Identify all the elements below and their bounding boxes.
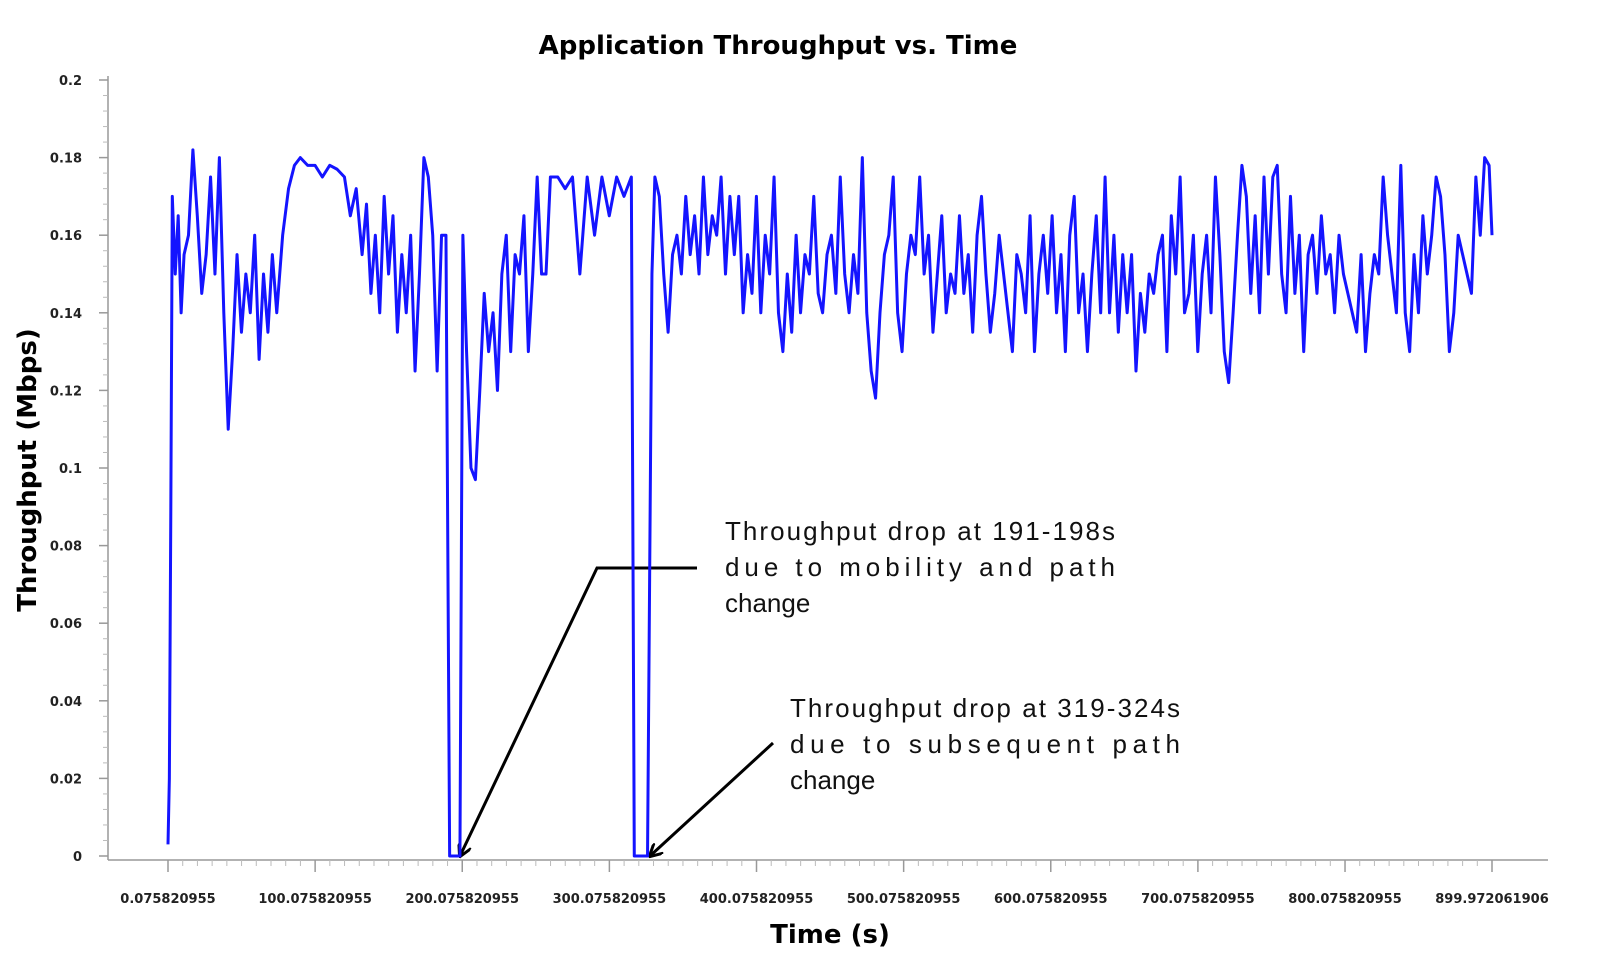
x-tick-label: 500.075820955	[847, 892, 960, 907]
data-line	[166, 148, 1494, 858]
annotation-text: Throughput drop at 319-324s	[790, 693, 1180, 723]
y-tick-label: 0.12	[50, 384, 82, 399]
y-tick-label: 0.08	[50, 540, 82, 555]
annotation-text: change	[725, 588, 810, 618]
x-tick-label: 700.075820955	[1141, 892, 1254, 907]
annotation-text: Throughput drop at 191-198s	[725, 516, 1115, 546]
x-tick-label: 600.075820955	[994, 892, 1107, 907]
plot-area	[166, 148, 1494, 858]
y-tick-label: 0.02	[50, 772, 82, 787]
y-tick-label: 0.18	[50, 152, 82, 167]
x-tick-label: 0.075820955	[120, 892, 215, 907]
y-tick-label: 0	[73, 850, 82, 865]
y-tick-label: 0.04	[50, 695, 82, 710]
x-tick-label: 400.075820955	[700, 892, 813, 907]
chart-title: Application Throughput vs. Time	[539, 31, 1018, 61]
annotation-arrow	[460, 566, 697, 856]
x-tick-label: 800.075820955	[1288, 892, 1401, 907]
annotation-text: due to mobility and path	[725, 552, 1115, 582]
annotation-arrow	[650, 741, 775, 856]
x-tick-label: 100.075820955	[258, 892, 371, 907]
annotation-text: due to subsequent path	[790, 729, 1180, 759]
y-tick-label: 0.2	[59, 74, 82, 89]
y-axis-label: Throughput (Mbps)	[13, 328, 43, 612]
annotation-text: change	[790, 765, 875, 795]
y-tick-label: 0.14	[50, 307, 82, 322]
x-tick-label: 300.075820955	[553, 892, 666, 907]
x-tick-label: 200.075820955	[406, 892, 519, 907]
y-tick-label: 0.16	[50, 229, 82, 244]
y-tick-label: 0.06	[50, 617, 82, 632]
x-axis-label: Time (s)	[770, 920, 890, 950]
y-tick-label: 0.1	[59, 462, 82, 477]
x-tick-label: 899.972061906	[1435, 892, 1548, 907]
